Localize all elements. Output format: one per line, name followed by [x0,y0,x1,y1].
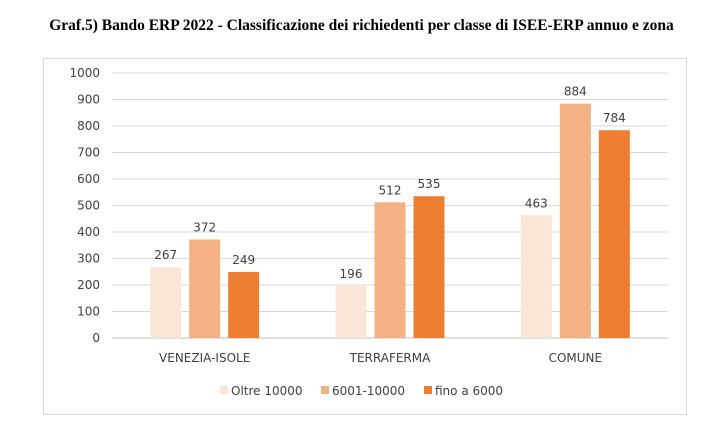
y-tick-label: 600 [77,172,100,186]
data-label: 884 [564,85,587,99]
y-tick-label: 400 [77,225,100,239]
data-label: 196 [340,267,363,281]
data-label: 512 [379,183,402,197]
data-label: 535 [418,177,441,191]
legend-swatch [424,386,432,394]
y-tick-label: 100 [77,305,100,319]
bar [335,286,367,338]
legend-label: Oltre 10000 [231,384,303,398]
x-tick-label: VENEZIA-ISOLE [159,351,250,365]
y-tick-label: 200 [77,278,100,292]
y-tick-label: 500 [77,199,100,213]
bar [189,239,221,338]
x-tick-label: COMUNE [549,351,603,365]
y-tick-label: 300 [77,252,100,266]
bar [520,215,552,338]
legend-label: 6001-10000 [332,384,405,398]
data-label: 267 [154,248,177,262]
y-tick-label: 1000 [69,66,100,80]
chart-frame [43,58,687,415]
legend-swatch [220,386,228,394]
chart-title: Graf.5) Bando ERP 2022 - Classificazione… [49,17,674,34]
bar [150,267,182,338]
bar [228,272,260,338]
y-tick-label: 900 [77,93,100,107]
bar [598,130,630,338]
y-tick-label: 700 [77,146,100,160]
legend-swatch [321,386,329,394]
legend-label: fino a 6000 [435,384,503,398]
x-tick-label: TERRAFERMA [349,351,431,365]
data-label: 249 [232,253,255,267]
y-tick-label: 800 [77,119,100,133]
y-tick-label: 0 [92,331,100,345]
bar [559,103,591,339]
bar [374,202,406,338]
data-label: 784 [603,111,626,125]
data-label: 372 [193,220,216,234]
bar [413,196,445,338]
data-label: 463 [525,196,548,210]
